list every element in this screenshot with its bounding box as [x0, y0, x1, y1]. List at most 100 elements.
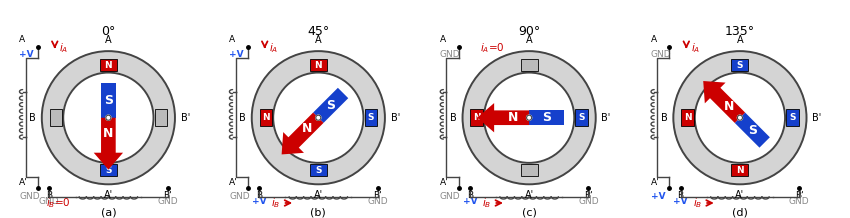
Circle shape	[694, 73, 785, 163]
Text: B': B'	[373, 191, 382, 200]
Text: B: B	[30, 113, 37, 123]
Text: B': B'	[163, 191, 172, 200]
Text: S: S	[737, 61, 743, 70]
Bar	[575, 109, 588, 126]
Bar	[100, 164, 116, 176]
Text: A: A	[440, 35, 446, 44]
Text: N: N	[262, 113, 269, 122]
Text: A': A'	[230, 177, 238, 187]
Text: 90°: 90°	[518, 25, 541, 38]
Text: B': B'	[812, 113, 821, 123]
Text: $\it{i}_{B}$: $\it{i}_{B}$	[482, 196, 491, 210]
Bar	[310, 59, 326, 72]
Circle shape	[738, 115, 742, 120]
Text: $\it{i}_{B}$: $\it{i}_{B}$	[271, 196, 280, 210]
Text: $\it{i}_{A}$: $\it{i}_{A}$	[691, 41, 700, 55]
Text: +V: +V	[651, 192, 666, 201]
PathPatch shape	[313, 88, 348, 123]
Text: GND: GND	[440, 50, 461, 59]
Text: A: A	[20, 35, 26, 44]
Text: A: A	[105, 36, 111, 46]
Text: $\it{i}_{A}$=0: $\it{i}_{A}$=0	[480, 41, 505, 55]
Text: N: N	[103, 127, 114, 140]
Text: S: S	[315, 166, 321, 175]
Text: A: A	[526, 36, 532, 46]
Text: $\it{i}_{B}$=0: $\it{i}_{B}$=0	[46, 196, 71, 210]
Text: GND: GND	[20, 192, 40, 201]
Circle shape	[673, 51, 807, 184]
Circle shape	[273, 73, 364, 163]
Text: A: A	[230, 35, 235, 44]
Text: N: N	[736, 166, 744, 175]
Text: A': A'	[524, 190, 534, 200]
Text: $\it{i}_{A}$: $\it{i}_{A}$	[60, 41, 69, 55]
Circle shape	[106, 115, 110, 120]
Text: N: N	[105, 61, 112, 70]
Text: A: A	[315, 36, 321, 46]
Circle shape	[484, 73, 575, 163]
Text: N: N	[723, 100, 734, 113]
Bar	[365, 109, 377, 126]
Text: GND: GND	[39, 197, 60, 206]
Text: B': B'	[601, 113, 610, 123]
Text: GND: GND	[230, 192, 250, 201]
Text: S: S	[748, 124, 756, 137]
Text: B: B	[46, 191, 52, 200]
Text: +V: +V	[252, 197, 266, 206]
Text: GND: GND	[157, 197, 178, 206]
Circle shape	[252, 51, 385, 184]
Circle shape	[527, 115, 531, 120]
Text: A': A'	[440, 177, 449, 187]
Text: N: N	[314, 61, 322, 70]
Text: A': A'	[104, 190, 113, 200]
Bar	[521, 164, 537, 176]
Text: N: N	[302, 122, 313, 135]
Text: (c): (c)	[522, 208, 536, 218]
Bar	[732, 164, 748, 176]
Circle shape	[63, 73, 154, 163]
Text: GND: GND	[578, 197, 598, 206]
Text: S: S	[104, 94, 113, 107]
Text: GND: GND	[651, 50, 672, 59]
Text: S: S	[542, 111, 551, 124]
Text: B': B'	[180, 113, 190, 123]
PathPatch shape	[529, 110, 564, 125]
Text: B: B	[256, 191, 262, 200]
Bar	[521, 59, 537, 72]
Text: N: N	[683, 113, 691, 122]
Text: A': A'	[20, 177, 28, 187]
Text: B: B	[661, 113, 668, 123]
Text: 45°: 45°	[307, 25, 330, 38]
PathPatch shape	[703, 81, 745, 123]
PathPatch shape	[281, 112, 324, 154]
Bar	[470, 109, 483, 126]
PathPatch shape	[94, 118, 123, 170]
Text: S: S	[105, 166, 111, 175]
Text: B': B'	[390, 113, 400, 123]
Text: S: S	[367, 113, 374, 122]
Text: N: N	[473, 113, 480, 122]
Text: A': A'	[651, 177, 660, 187]
Text: B: B	[240, 113, 246, 123]
Bar	[681, 109, 694, 126]
Text: B: B	[450, 113, 457, 123]
Bar	[155, 109, 167, 126]
Text: S: S	[578, 113, 585, 122]
Bar	[310, 164, 326, 176]
Bar	[732, 59, 748, 72]
Circle shape	[462, 51, 596, 184]
PathPatch shape	[101, 83, 116, 118]
Text: $\it{i}_{A}$: $\it{i}_{A}$	[269, 41, 279, 55]
Text: S: S	[326, 99, 335, 112]
Text: B': B'	[584, 191, 592, 200]
Text: +V: +V	[673, 197, 688, 206]
Text: (b): (b)	[310, 208, 326, 218]
Text: B': B'	[795, 191, 803, 200]
Text: GND: GND	[440, 192, 461, 201]
Bar	[786, 109, 799, 126]
Text: +V: +V	[20, 50, 34, 59]
Text: A': A'	[735, 190, 745, 200]
Text: A: A	[737, 36, 743, 46]
PathPatch shape	[734, 112, 770, 148]
Text: S: S	[789, 113, 796, 122]
